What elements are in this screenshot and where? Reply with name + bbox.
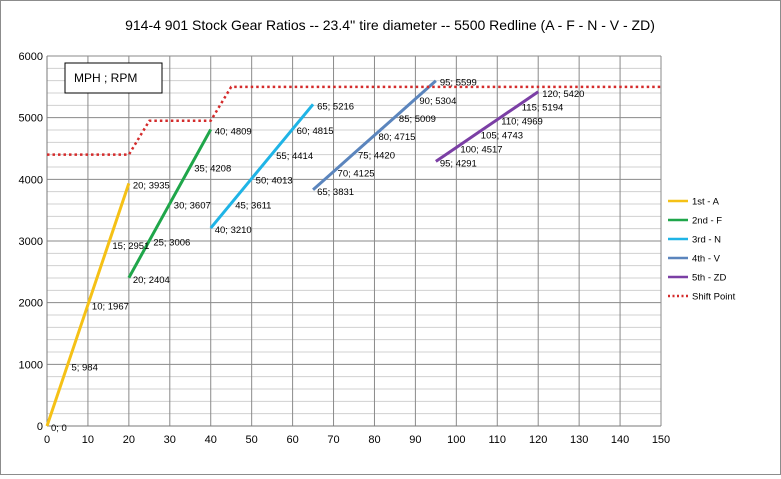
x-tick-label: 30 (164, 434, 176, 446)
legend: 1st - A 2nd - F 3rd - N 4th - V 5th - ZD Shif… (668, 197, 736, 303)
annotation-text: MPH ; RPM (74, 71, 137, 85)
series-line-1 (127, 128, 213, 279)
series-line-2 (209, 103, 315, 230)
data-label: 115; 5194 (522, 103, 564, 114)
x-tick-label: 50 (246, 434, 258, 446)
y-tick-label: 5000 (19, 113, 43, 125)
data-labels: 0; 0 5; 984 10; 1967 15; 2951 20; 3935 20; 24… (51, 78, 584, 434)
data-label: 10; 1967 (92, 302, 129, 313)
legend-label: Shift Point (692, 292, 736, 303)
y-tick-label: 2000 (19, 298, 43, 310)
x-tick-label: 140 (611, 434, 629, 446)
legend-label: 5th - ZD (692, 273, 726, 284)
data-label: 20; 3935 (133, 180, 170, 191)
x-tick-label: 10 (82, 434, 94, 446)
x-tick-label: 80 (368, 434, 380, 446)
x-tick-label: 110 (488, 434, 506, 446)
axes: 0 10 20 30 40 50 60 70 80 90 100 110 120 130 140 150 0 10… (19, 51, 671, 446)
y-tick-label: 6000 (19, 51, 43, 63)
x-tick-label: 130 (570, 434, 588, 446)
data-label: 65; 3831 (317, 187, 354, 198)
legend-label: 3rd - N (692, 235, 721, 246)
legend-label: 1st - A (692, 197, 720, 208)
y-tick-label: 3000 (19, 236, 43, 248)
data-label: 85; 5009 (399, 114, 436, 125)
x-tick-label: 20 (123, 434, 135, 446)
data-label: 75; 4420 (358, 150, 395, 161)
legend-label: 4th - V (692, 254, 721, 265)
data-label: 70; 4125 (338, 169, 375, 180)
data-label: 80; 4715 (378, 132, 415, 143)
data-label: 90; 5304 (419, 96, 456, 107)
data-label: 105; 4743 (481, 131, 523, 142)
x-tick-label: 0 (44, 434, 50, 446)
series-line-0 (45, 182, 131, 427)
data-label: 0; 0 (51, 423, 67, 434)
data-label: 95; 5599 (440, 78, 477, 89)
chart-title: 914-4 901 Stock Gear Ratios -- 23.4'' ti… (125, 17, 655, 33)
series-line-4 (435, 90, 540, 163)
grid (47, 55, 662, 426)
data-label: 55; 4414 (276, 151, 313, 162)
data-label: 15; 2951 (112, 241, 149, 252)
y-tick-label: 4000 (19, 174, 43, 186)
y-tick-label: 0 (37, 421, 43, 433)
data-label: 25; 3006 (153, 238, 190, 249)
data-label: 100; 4517 (460, 144, 502, 155)
annotation-frame (64, 62, 163, 94)
x-tick-label: 120 (529, 434, 547, 446)
series-lines (45, 79, 661, 427)
data-label: 5; 984 (71, 362, 97, 373)
data-label: 45; 3611 (235, 200, 271, 211)
data-label: 120; 5420 (542, 89, 584, 100)
annotation-box: MPH ; RPM (64, 62, 163, 94)
series-line-3 (312, 79, 437, 191)
y-tick-label: 1000 (19, 359, 43, 371)
data-label: 30; 3607 (174, 201, 211, 212)
data-label: 95; 4291 (440, 158, 477, 169)
x-tick-label: 70 (327, 434, 339, 446)
x-tick-label: 40 (205, 434, 217, 446)
x-tick-label: 60 (286, 434, 298, 446)
x-tick-label: 100 (447, 434, 465, 446)
data-label: 110; 4969 (501, 117, 543, 128)
data-label: 60; 4815 (297, 126, 334, 137)
data-label: 65; 5216 (317, 101, 354, 112)
data-label: 40; 3210 (215, 225, 252, 236)
data-label: 40; 4809 (215, 126, 252, 137)
legend-label: 2nd - F (692, 216, 722, 227)
data-label: 35; 4208 (194, 164, 231, 175)
x-tick-label: 150 (652, 434, 670, 446)
data-label: 50; 4013 (256, 176, 293, 187)
x-tick-label: 90 (409, 434, 421, 446)
series-line-5 (47, 85, 661, 156)
data-label: 20; 2404 (133, 275, 170, 286)
